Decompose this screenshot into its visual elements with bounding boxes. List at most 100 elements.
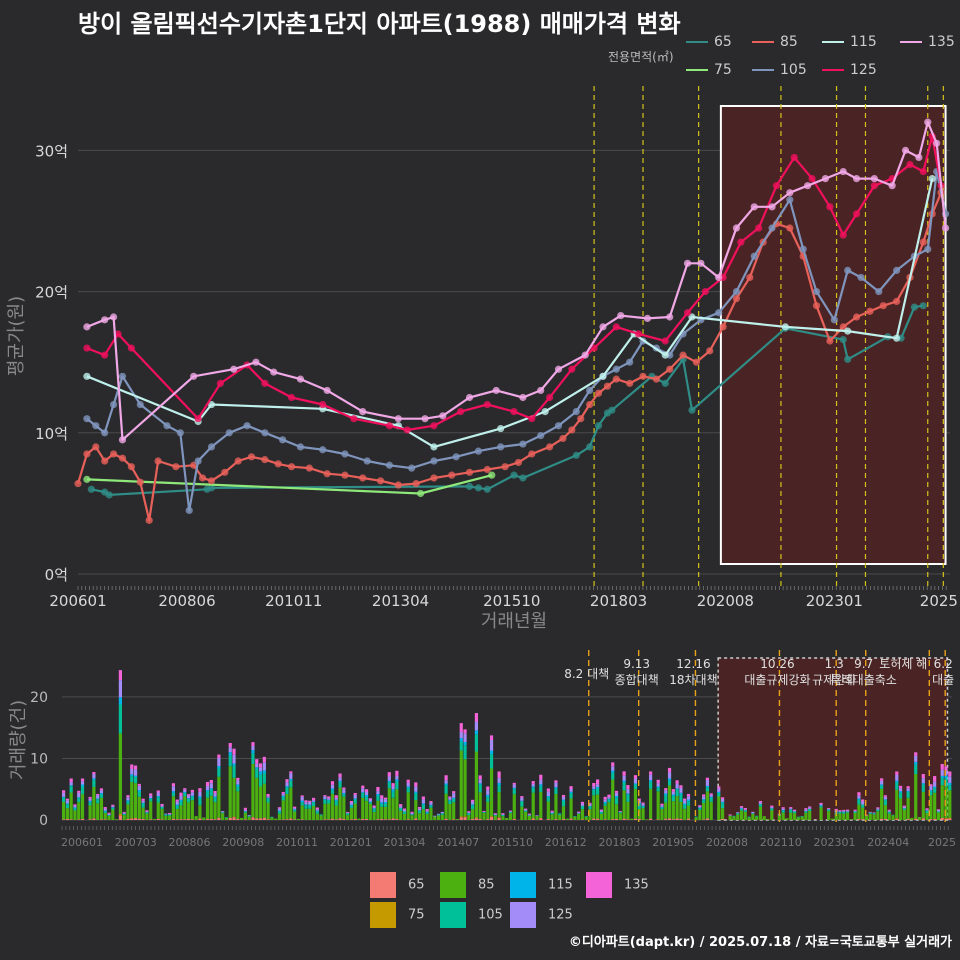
volume-bar [501,814,505,816]
x-axis-label: 거래년월 [481,611,547,632]
volume-bar [118,680,122,698]
volume-bar [342,792,346,795]
volume-bar [482,812,486,820]
volume-bar [463,759,467,817]
volume-bar [883,799,888,801]
data-point-135 [359,408,367,416]
volume-bar [186,798,191,799]
volume-bar [948,782,952,786]
volume-bar [334,800,338,806]
volume-bar [433,815,437,817]
volume-bar [531,792,535,819]
volume-bar [308,805,312,809]
volume-bar [914,752,918,756]
volume-bar [501,815,505,817]
volume-bar [387,819,391,820]
volume-bar [179,796,183,800]
volume-bar [770,808,774,811]
legend-title: 전용면적(㎡) [608,50,674,64]
volume-bar [111,805,115,808]
volume-bar [489,754,494,769]
volume-bar [641,808,645,820]
volume-bar [849,819,853,820]
volume-bar [474,730,478,735]
volume-bar [550,811,554,814]
volume-bar [190,796,194,801]
volume-bar [675,818,679,820]
volume-bar [637,798,641,802]
volume-bar [232,817,236,820]
y-axis-label: 평균가(원) [6,296,27,376]
volume-bar [501,813,505,815]
volume-bar [183,789,187,792]
volume-bar [656,779,660,784]
volume-bar [459,723,463,732]
volume-bar [186,795,191,799]
volume-bar [179,792,183,797]
volume-bar [895,818,899,819]
volume-bar [599,813,603,820]
volume-bar [474,713,478,722]
volume-bar [827,808,831,810]
volume-bar [281,791,285,794]
data-point-125 [545,393,554,402]
volume-bar [285,782,289,787]
volume-bar [372,807,376,809]
data-point-135 [750,203,758,211]
data-point-135 [666,313,674,321]
series-75 [83,471,496,498]
x-tick-label: 201304 [372,592,429,610]
volume-bar [175,805,179,809]
volume-bar [436,814,441,816]
volume-bar [171,791,176,793]
volume-bar [698,809,702,820]
volume-bar [717,791,721,793]
data-point-105 [750,252,758,260]
volume-bar [383,799,388,802]
volume-bar [493,815,497,820]
volume-bar [497,782,501,786]
volume-bar [368,802,372,804]
volume-bar [133,818,138,820]
volume-bar [694,817,698,820]
volume-bar [467,813,471,816]
volume-bar [508,812,513,814]
volume-bar [448,797,452,800]
data-point-105 [408,464,416,472]
volume-bar [387,772,391,777]
volume-bar [577,811,581,813]
volume-bar [62,790,66,793]
volume-bar [452,797,456,800]
volume-bar [633,784,638,790]
volume-bar [145,810,149,812]
volume-bar [641,805,645,807]
volume-bar [436,813,441,815]
volume-bar [126,804,130,819]
volume-bar [364,795,369,798]
volume-legend-label: 75 [408,907,425,923]
volume-bar [380,802,384,804]
volume-bar [637,804,641,809]
data-point-65 [688,406,696,414]
volume-bar [739,808,744,810]
volume-bar [546,796,550,798]
page-title: 방이 올림픽선수기자촌1단지 아파트(1988) 매매가격 변화 [78,10,681,38]
volume-bar [512,787,516,790]
volume-bar [857,804,861,820]
volume-bar [596,779,600,785]
volume-bar [323,795,327,797]
data-point-85 [919,238,927,246]
volume-bar [842,811,846,814]
volume-bar [258,767,263,772]
volume-bar [743,810,747,812]
volume-bar [948,817,952,819]
volume-bar [258,771,263,775]
volume-bar [921,784,925,792]
volume-bar [88,800,92,803]
volume-bar [546,791,550,797]
volume-bar [497,817,501,820]
volume-bar [486,797,490,802]
volume-bar [205,781,210,787]
volume-bar [656,791,660,820]
volume-bar [679,792,683,795]
